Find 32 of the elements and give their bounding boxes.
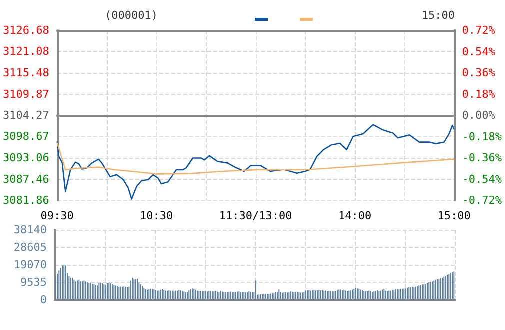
y-tick-label: 19070 xyxy=(14,258,47,272)
y2-tick-label: 0.00% xyxy=(462,109,496,122)
y-tick-label: 3115.48 xyxy=(3,66,50,80)
x-tick-label: 10:30 xyxy=(140,210,174,222)
x-tick-label: 15:00 xyxy=(438,210,471,222)
y2-tick-label: 0.72% xyxy=(462,24,496,37)
y-tick-label: 3104.27 xyxy=(3,109,50,122)
chart-title: (000001) xyxy=(105,9,158,22)
y-tick-label: 9535 xyxy=(20,276,47,289)
x-tick-label: 14:00 xyxy=(338,210,372,222)
y2-tick-label: -0.72% xyxy=(462,194,502,207)
y-tick-label: 38140 xyxy=(14,224,47,236)
y2-tick-label: -0.18% xyxy=(462,130,502,144)
y-tick-label: 28605 xyxy=(14,241,47,254)
y-tick-label: 3126.68 xyxy=(3,24,50,37)
y-tick-label: 3081.86 xyxy=(3,194,50,207)
y-tick-label: 3121.08 xyxy=(3,45,50,58)
y2-tick-label: -0.36% xyxy=(462,152,502,164)
x-tick-label: 09:30 xyxy=(40,210,74,222)
y-tick-label: 3093.06 xyxy=(3,152,50,165)
y2-tick-label: 0.18% xyxy=(462,88,496,101)
y-tick-label: 3109.87 xyxy=(3,88,50,101)
y-tick-label: 0 xyxy=(40,294,47,306)
y-tick-label: 3098.67 xyxy=(3,130,50,144)
y-tick-label: 3087.46 xyxy=(3,172,50,186)
text: 15:00 xyxy=(422,9,456,22)
line-series xyxy=(56,142,455,175)
y2-tick-label: -0.54% xyxy=(462,172,502,186)
y2-tick-label: 0.54% xyxy=(462,45,496,58)
y2-tick-label: 0.36% xyxy=(462,66,496,80)
line-series xyxy=(56,124,455,200)
x-tick-label: 11:30/13:00 xyxy=(219,210,292,222)
